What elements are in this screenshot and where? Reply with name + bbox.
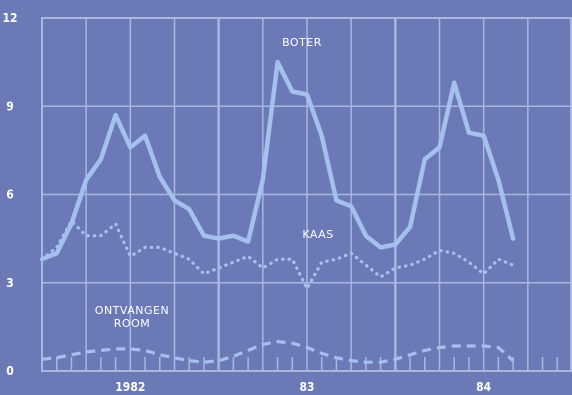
x-tick-label: 1982 <box>115 380 145 394</box>
y-tick-label: 12 <box>2 11 17 25</box>
grid <box>41 17 572 372</box>
series-line-boter <box>39 59 516 262</box>
y-tick-label: 9 <box>6 99 14 113</box>
y-tick-label: 6 <box>6 188 14 202</box>
series-lines <box>39 59 516 364</box>
y-tick-label: 0 <box>6 364 14 378</box>
series-line-ontvangen-room <box>41 340 515 364</box>
annotation-room: ROOM <box>114 317 150 330</box>
annotation-boter: BOTER <box>282 36 322 49</box>
x-tick-label: 83 <box>299 380 314 394</box>
annotation-kaas: KAAS <box>302 228 333 241</box>
x-tick-label: 84 <box>476 380 492 394</box>
series-line-kaas <box>40 219 515 291</box>
tick-labels: 0 3 6 9 12 1982 83 84 <box>2 11 491 394</box>
annotation-ontvangen: ONTVANGEN <box>95 304 169 317</box>
y-tick-label: 3 <box>6 276 14 290</box>
